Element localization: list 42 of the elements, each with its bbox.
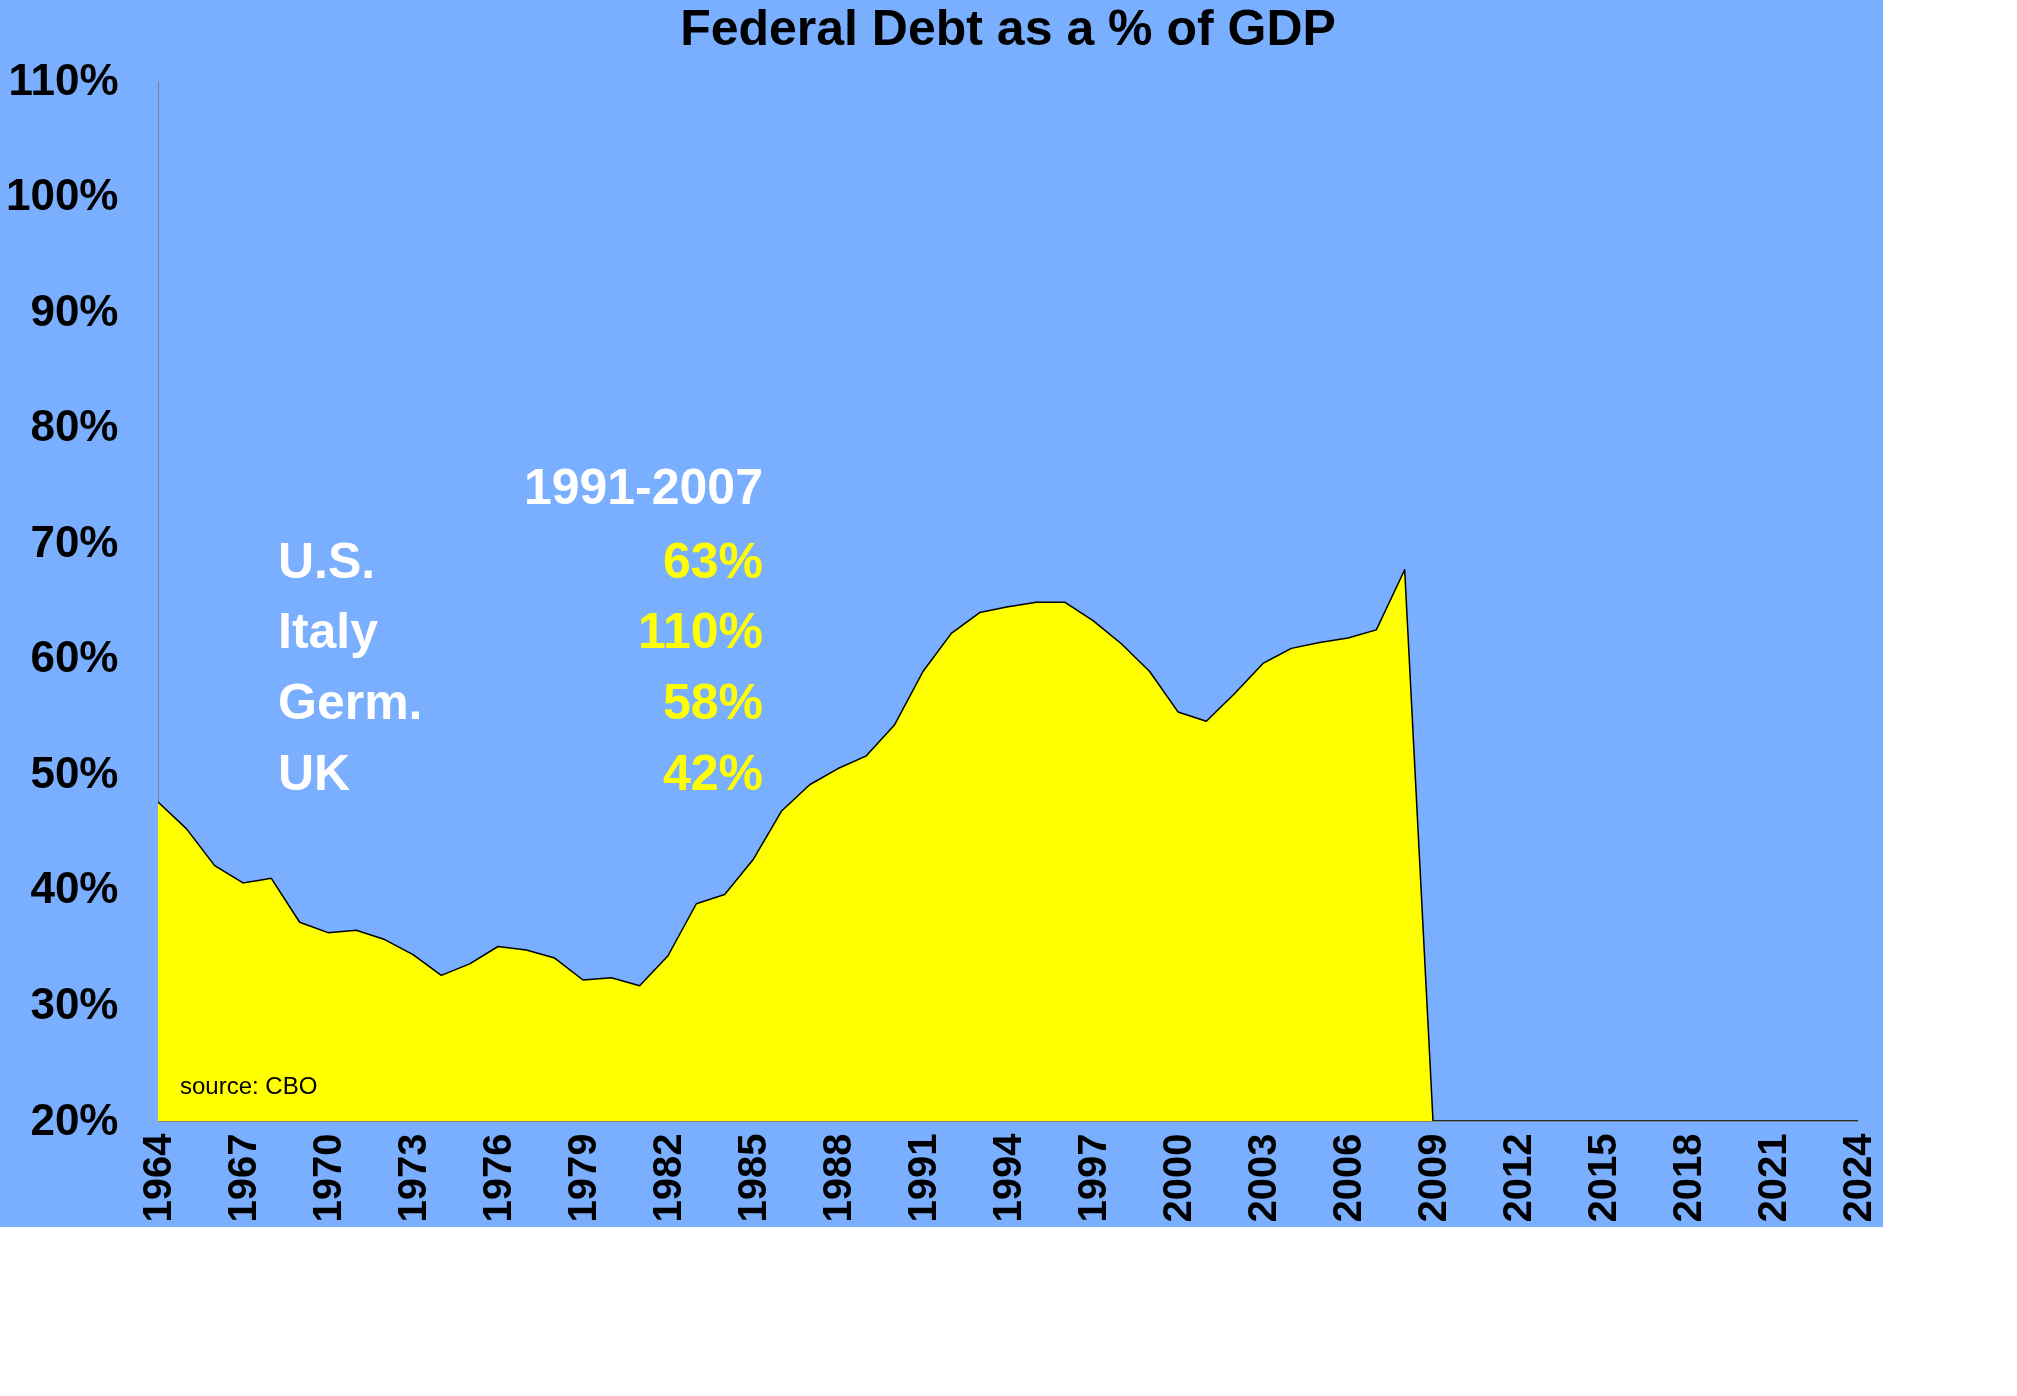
x-tick-label: 1982 (644, 1133, 689, 1223)
x-tick-label: 2012 (1494, 1133, 1539, 1223)
annotation: Germ. (278, 673, 423, 730)
x-tick-label: 2015 (1579, 1133, 1624, 1223)
annotation: 42% (662, 744, 763, 801)
x-tick-label: 1985 (729, 1133, 774, 1223)
y-tick-label: 90% (30, 285, 119, 335)
annotation: 110% (637, 603, 763, 660)
x-tick-label: 1991 (899, 1133, 944, 1223)
y-tick-label: 110% (8, 54, 119, 104)
x-tick-label: 1973 (389, 1133, 434, 1223)
x-tick-label: 1997 (1069, 1133, 1114, 1223)
x-tick-label: 1994 (984, 1132, 1029, 1223)
y-tick-label: 70% (30, 516, 119, 566)
y-tick-label: 100% (5, 170, 119, 220)
annotation: 63% (662, 532, 763, 589)
y-tick-label: 50% (30, 747, 119, 797)
x-tick-label: 2009 (1409, 1133, 1454, 1223)
x-tick-label: 1967 (219, 1133, 264, 1223)
annotation: 58% (662, 673, 763, 730)
x-tick-label: 2003 (1239, 1133, 1284, 1223)
x-tick-label: 1964 (134, 1132, 179, 1223)
x-tick-label: 2021 (1749, 1133, 1794, 1223)
x-tick-label: 2024 (1834, 1132, 1879, 1223)
annotation: Italy (278, 603, 379, 660)
annotation: 1991-2007 (523, 458, 763, 515)
y-tick-label: 30% (30, 978, 119, 1028)
x-tick-label: 1979 (559, 1133, 604, 1223)
annotation: U.S. (278, 532, 376, 589)
x-tick-label: 1970 (304, 1133, 349, 1223)
x-tick-label: 1976 (474, 1133, 519, 1223)
x-tick-label: 2018 (1664, 1133, 1709, 1223)
annotation: source: CBO (180, 1071, 318, 1099)
chart-title: Federal Debt as a % of GDP (680, 0, 1336, 56)
y-tick-label: 60% (30, 632, 119, 682)
y-tick-label: 40% (30, 863, 119, 913)
y-tick-label: 20% (30, 1094, 119, 1144)
annotation: UK (278, 744, 351, 801)
y-tick-label: 80% (30, 401, 119, 451)
x-tick-label: 2000 (1154, 1133, 1199, 1223)
x-tick-label: 2006 (1324, 1133, 1369, 1223)
x-tick-label: 1988 (814, 1133, 859, 1223)
